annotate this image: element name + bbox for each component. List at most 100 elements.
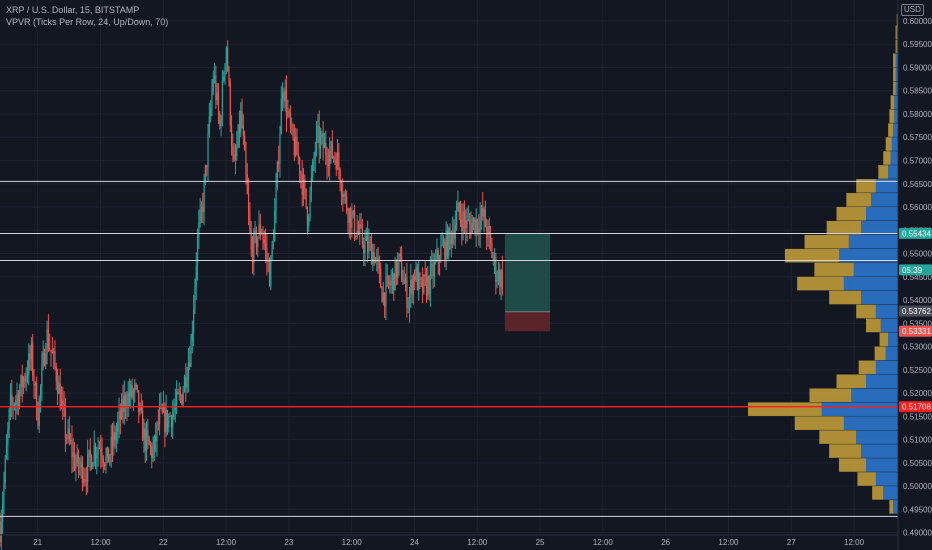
candle-body [4,458,6,483]
symbol-title[interactable]: XRP / U.S. Dollar, 15, BITSTAMP [6,5,140,15]
vp-bar-down [856,179,876,193]
candle-body [111,436,114,447]
price-tick-label: 0.58500 [903,87,932,96]
indicator-title[interactable]: VPVR (Ticks Per Row, 24, Up/Down, 70) [6,17,169,27]
price-label-bg [899,401,932,413]
candle-body [213,75,216,79]
price-tick-label: 0.57000 [903,157,932,166]
candle-body [36,383,38,419]
candle-body [2,503,4,522]
candle-body [378,261,380,269]
candle-body [462,211,464,231]
vp-bar-up [821,402,898,416]
vp-bar-up [848,234,898,249]
candle-body [431,263,433,267]
candle-body [461,219,463,231]
horizontal-lines[interactable] [0,180,898,517]
vp-bar-down [857,472,876,486]
candle-body [114,432,116,441]
candle-body [113,432,115,447]
candle-body [96,454,98,459]
candle-body [398,254,400,263]
vp-bar-up [875,179,898,193]
grid-lines [0,0,898,535]
candle-body [276,161,278,188]
candle-body [93,446,95,464]
candle-body [19,390,21,407]
candle-body [424,274,426,277]
candle-body [251,249,254,264]
candle-body [105,456,107,466]
vp-bar-down [890,95,895,109]
candle-body [472,218,475,223]
candle-body [291,124,293,126]
candle-body [62,400,64,404]
candle-body [153,435,155,450]
candle-body [471,222,473,234]
price-tick-label: 0.49500 [903,505,932,514]
candle-body [445,230,447,260]
candle-body [15,400,17,405]
candle-body [292,124,294,138]
candle-body [271,244,273,257]
candle-body [466,219,468,229]
long-position-tool[interactable] [504,233,551,332]
candle-body [8,409,10,430]
currency-badge[interactable]: USD [901,4,924,16]
candle-body [448,228,450,256]
candle-body [225,47,227,64]
candle-body [84,478,86,480]
candle-body [147,430,149,438]
price-tick-label: 0.55000 [903,250,932,259]
vp-bar-up [866,374,898,389]
candle-body [156,422,158,442]
candle-body [387,276,390,284]
candle-body [166,410,169,428]
candle-body [168,415,170,428]
candle-body [135,384,137,386]
price-label-bg [899,227,932,239]
candle-body [29,353,31,360]
candle-body [162,406,165,413]
vp-bar-down [883,151,891,165]
candle-body [46,328,48,354]
candle-body [164,406,166,433]
candle-body [55,366,57,382]
candle-body [47,328,50,349]
vp-bar-up [894,109,898,123]
candle-body [247,193,250,212]
time-tick-label: 22 [159,538,168,547]
vp-bar-down [874,346,886,361]
candle-body [453,232,455,239]
candle-body [33,375,35,386]
candle-body [372,251,374,265]
position-stop-zone [504,311,551,332]
time-axis[interactable]: 21 12:00 22 12:00 23 12:00 24 12:00 25 12:00 26 12:… [0,534,898,547]
vp-bar-down [895,25,897,40]
price-tick-label: 0.58000 [903,110,932,119]
candle-body [102,458,104,464]
candle-body [278,161,280,165]
candle-body [143,428,145,441]
candle-body [130,384,132,398]
candle-body [264,243,267,248]
candle-body [118,411,120,423]
candle-body [68,428,70,440]
price-tick-label: 0.57500 [903,133,932,142]
candle-body [161,406,163,413]
vp-bar-down [809,388,852,403]
candle-body [204,165,206,182]
candle-body [212,78,214,92]
candle-body [234,155,237,160]
candle-body [210,107,212,117]
time-tick-label: 12:00 [342,538,363,547]
time-tick-label: 27 [787,538,796,547]
candle-body [312,161,314,178]
price-tick-label: 0.52000 [903,389,932,398]
vp-bar-up [866,207,898,221]
vp-bar-down [829,444,862,458]
candle-body [482,208,484,217]
candle-body [223,76,225,81]
price-tick-label: 0.50500 [903,459,932,468]
